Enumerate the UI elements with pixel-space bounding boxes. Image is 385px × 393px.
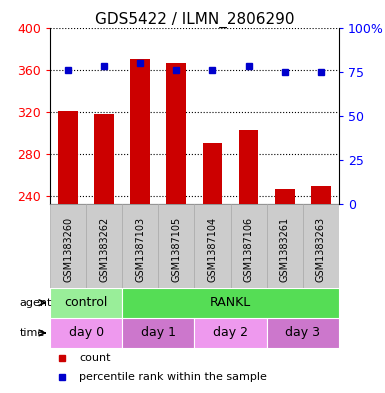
Text: agent: agent <box>19 298 52 308</box>
Text: count: count <box>79 353 110 364</box>
Text: GSM1387106: GSM1387106 <box>244 217 254 282</box>
Text: control: control <box>64 296 108 309</box>
Bar <box>166 63 186 204</box>
Bar <box>58 110 78 204</box>
Bar <box>122 318 194 348</box>
Bar <box>131 59 150 204</box>
Bar <box>122 288 339 318</box>
Text: GSM1387103: GSM1387103 <box>135 217 145 282</box>
Bar <box>311 186 331 204</box>
Bar <box>303 204 339 288</box>
Title: GDS5422 / ILMN_2806290: GDS5422 / ILMN_2806290 <box>95 11 294 28</box>
Bar <box>158 204 194 288</box>
Bar <box>266 204 303 288</box>
Text: day 2: day 2 <box>213 327 248 340</box>
Text: percentile rank within the sample: percentile rank within the sample <box>79 372 267 382</box>
Bar <box>94 114 114 204</box>
Bar <box>86 204 122 288</box>
Bar <box>203 143 223 204</box>
Text: RANKL: RANKL <box>210 296 251 309</box>
Bar <box>239 130 258 204</box>
Text: time: time <box>19 328 45 338</box>
Bar <box>275 189 295 204</box>
Bar <box>122 204 158 288</box>
Bar <box>50 204 86 288</box>
Bar <box>50 288 122 318</box>
Text: GSM1383260: GSM1383260 <box>63 217 73 282</box>
Bar <box>194 318 266 348</box>
Bar <box>266 318 339 348</box>
Bar <box>50 318 122 348</box>
Text: GSM1383263: GSM1383263 <box>316 217 326 282</box>
Bar <box>231 204 266 288</box>
Bar <box>194 204 231 288</box>
Text: GSM1387104: GSM1387104 <box>208 217 218 282</box>
Text: GSM1383262: GSM1383262 <box>99 217 109 282</box>
Text: GSM1383261: GSM1383261 <box>280 217 290 282</box>
Text: day 0: day 0 <box>69 327 104 340</box>
Text: GSM1387105: GSM1387105 <box>171 217 181 282</box>
Text: day 3: day 3 <box>285 327 320 340</box>
Text: day 1: day 1 <box>141 327 176 340</box>
